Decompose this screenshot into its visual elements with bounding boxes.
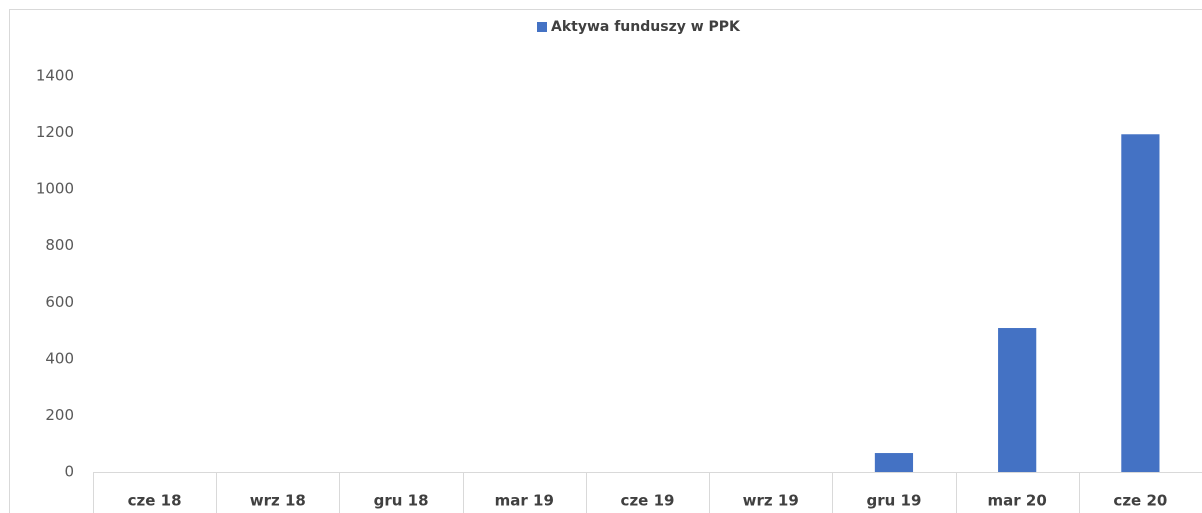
y-tick-label: 200 (45, 406, 74, 424)
bar (998, 328, 1037, 472)
y-tick-label: 600 (45, 293, 74, 311)
x-tick-label: mar 19 (495, 492, 554, 510)
y-tick-label: 1400 (36, 67, 74, 85)
y-tick-label: 1000 (36, 180, 74, 198)
y-tick-label: 0 (64, 463, 74, 481)
x-tick-label: cze 18 (128, 492, 182, 510)
x-tick-label: gru 18 (374, 492, 429, 510)
y-tick-label: 1200 (36, 123, 74, 141)
y-tick-label: 400 (45, 349, 74, 367)
y-tick-label: 800 (45, 236, 74, 254)
x-tick-label: gru 19 (866, 492, 921, 510)
x-tick-label: cze 19 (621, 492, 675, 510)
x-tick-label: wrz 19 (743, 492, 799, 510)
x-tick-label: mar 20 (988, 492, 1047, 510)
x-tick-label: cze 20 (1113, 492, 1167, 510)
x-tick-label: wrz 18 (250, 492, 306, 510)
legend-swatch (537, 22, 547, 32)
legend-label: Aktywa funduszy w PPK (551, 19, 741, 35)
bar (874, 453, 914, 472)
bar (1121, 134, 1160, 473)
